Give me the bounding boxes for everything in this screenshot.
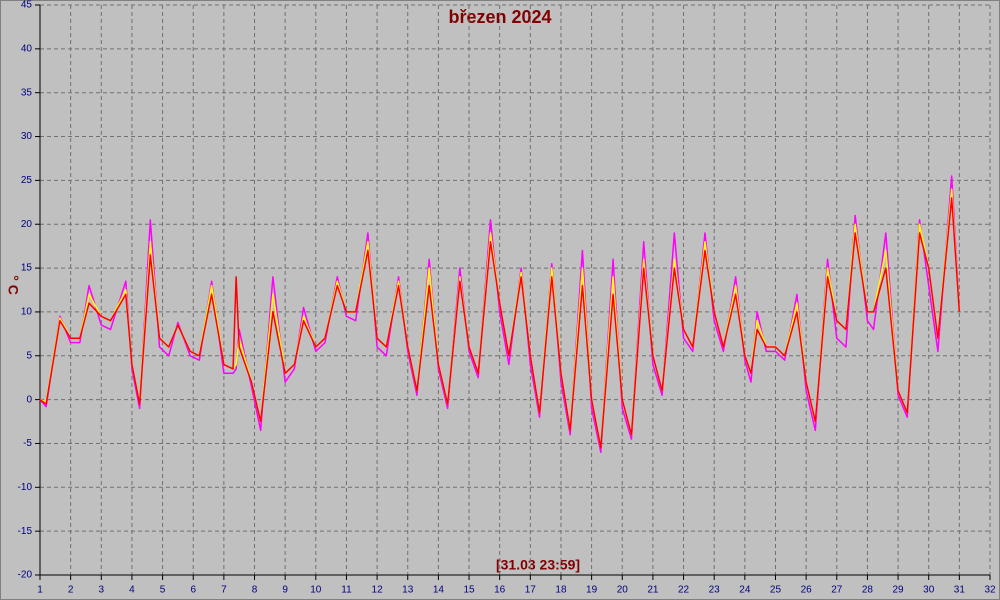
- x-tick-label: 24: [739, 585, 751, 596]
- y-tick-label: -5: [23, 438, 32, 449]
- x-tick-label: 1: [37, 585, 43, 596]
- y-tick-label: 20: [21, 219, 33, 230]
- x-tick-label: 9: [282, 585, 288, 596]
- x-tick-label: 26: [801, 585, 813, 596]
- x-tick-label: 32: [984, 585, 996, 596]
- x-tick-label: 18: [555, 585, 567, 596]
- x-tick-label: 22: [678, 585, 690, 596]
- y-tick-label: 40: [21, 43, 33, 54]
- chart-title: březen 2024: [448, 7, 551, 27]
- x-tick-label: 31: [954, 585, 966, 596]
- x-tick-label: 3: [99, 585, 105, 596]
- y-tick-label: 35: [21, 87, 33, 98]
- y-tick-label: 45: [21, 0, 33, 11]
- x-tick-label: 4: [129, 585, 135, 596]
- x-tick-label: 15: [463, 585, 475, 596]
- x-tick-label: 12: [372, 585, 384, 596]
- x-tick-label: 13: [402, 585, 414, 596]
- series-line: [39, 197, 961, 449]
- annotation: [31.03 23:59]: [496, 557, 580, 573]
- y-tick-label: 15: [21, 263, 33, 274]
- x-tick-label: 16: [494, 585, 506, 596]
- y-tick-label: -20: [18, 570, 33, 581]
- x-tick-label: 30: [923, 585, 935, 596]
- x-tick-label: 11: [341, 585, 352, 596]
- y-tick-label: 0: [26, 394, 32, 405]
- y-axis-label: ° C: [5, 275, 21, 295]
- x-tick-label: 19: [586, 585, 598, 596]
- x-tick-label: 20: [617, 585, 629, 596]
- x-tick-label: 6: [190, 585, 196, 596]
- x-tick-label: 17: [525, 585, 537, 596]
- x-tick-label: 21: [647, 585, 659, 596]
- y-tick-label: 5: [26, 350, 32, 361]
- x-tick-label: 2: [68, 585, 74, 596]
- x-tick-label: 5: [160, 585, 166, 596]
- x-tick-label: 25: [770, 585, 782, 596]
- x-tick-label: 29: [893, 585, 905, 596]
- x-tick-label: 27: [831, 585, 843, 596]
- y-tick-label: -15: [18, 526, 33, 537]
- x-tick-label: 23: [709, 585, 721, 596]
- x-tick-label: 14: [433, 585, 445, 596]
- x-tick-label: 8: [252, 585, 258, 596]
- x-tick-label: 10: [310, 585, 322, 596]
- y-tick-label: -10: [18, 482, 33, 493]
- x-tick-label: 7: [221, 585, 227, 596]
- y-tick-label: 10: [21, 307, 33, 318]
- x-tick-label: 28: [862, 585, 874, 596]
- y-tick-label: 25: [21, 175, 33, 186]
- y-tick-label: 30: [21, 131, 33, 142]
